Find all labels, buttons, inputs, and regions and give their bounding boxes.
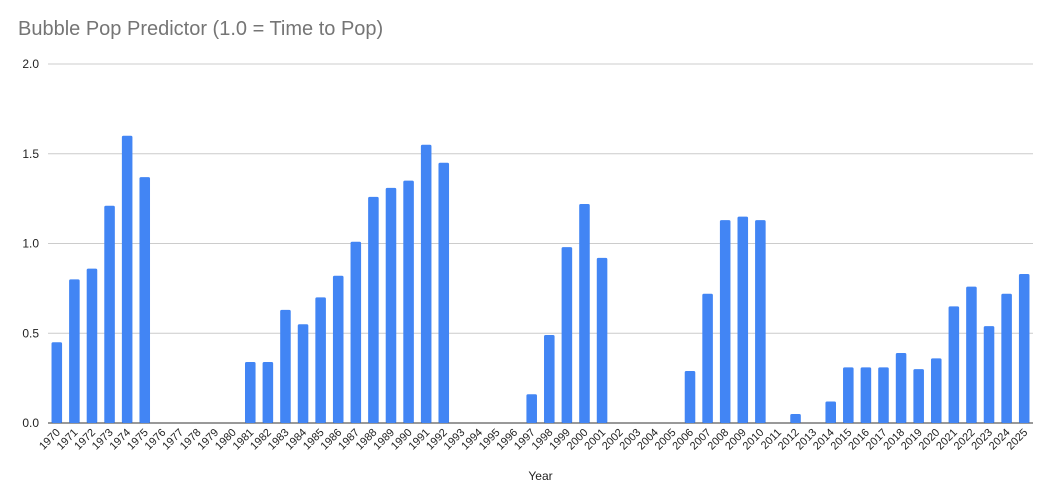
bar-1982 [262,361,274,423]
y-tick-label: 2.0 [22,57,39,71]
y-axis-tick-labels: 0.0 0.5 1.0 1.5 2.0 [22,57,39,430]
bar-2025 [1018,274,1030,423]
bar-2020 [930,358,942,423]
bar-1989 [385,187,397,423]
bar-1971 [69,279,80,423]
bar-2009 [737,216,749,423]
bar-1986 [332,275,344,423]
bar-2007 [702,293,713,423]
bar-2000 [579,204,590,423]
bar-1988 [368,196,379,423]
x-axis-label: Year [528,469,552,483]
bar-1983 [280,309,291,423]
bar-2017 [878,367,889,423]
bar-1998 [544,335,555,423]
bar-1972 [86,268,98,423]
chart-title: Bubble Pop Predictor (1.0 = Time to Pop) [18,18,384,40]
bar-1973 [104,205,115,423]
bar-1991 [420,144,432,423]
bar-1997 [526,394,537,423]
bar-2024 [1001,293,1012,423]
bar-1987 [350,241,362,423]
bar-2015 [843,367,854,423]
bar-2018 [895,352,907,423]
y-tick-label: 0.0 [22,416,39,430]
x-axis-tick-labels: 1970197119721973197419751976197719781979… [37,427,1030,453]
bar-2010 [755,220,766,423]
y-tick-label: 0.5 [22,326,39,340]
bar-2012 [790,414,801,423]
bar-2006 [684,370,696,423]
bar-2001 [596,257,608,423]
bar-1981 [245,361,256,423]
bar-1970 [51,342,63,423]
bar-2022 [966,286,977,423]
bar-1984 [297,324,309,423]
bar-2021 [948,306,960,423]
bar-2023 [983,326,995,423]
bar-1992 [438,162,450,423]
bar-2016 [860,367,872,423]
y-tick-label: 1.5 [22,147,39,161]
bar-2014 [825,401,836,423]
y-tick-label: 1.0 [22,237,39,251]
bar-1999 [561,247,573,423]
bar-1985 [315,297,326,423]
bar-1974 [121,135,133,424]
x-tick-label: 2025 [1005,427,1031,453]
bar-1990 [403,180,414,423]
bar-2008 [719,220,731,423]
bars [51,135,1030,424]
bar-1975 [139,177,151,423]
bar-2019 [913,369,924,423]
